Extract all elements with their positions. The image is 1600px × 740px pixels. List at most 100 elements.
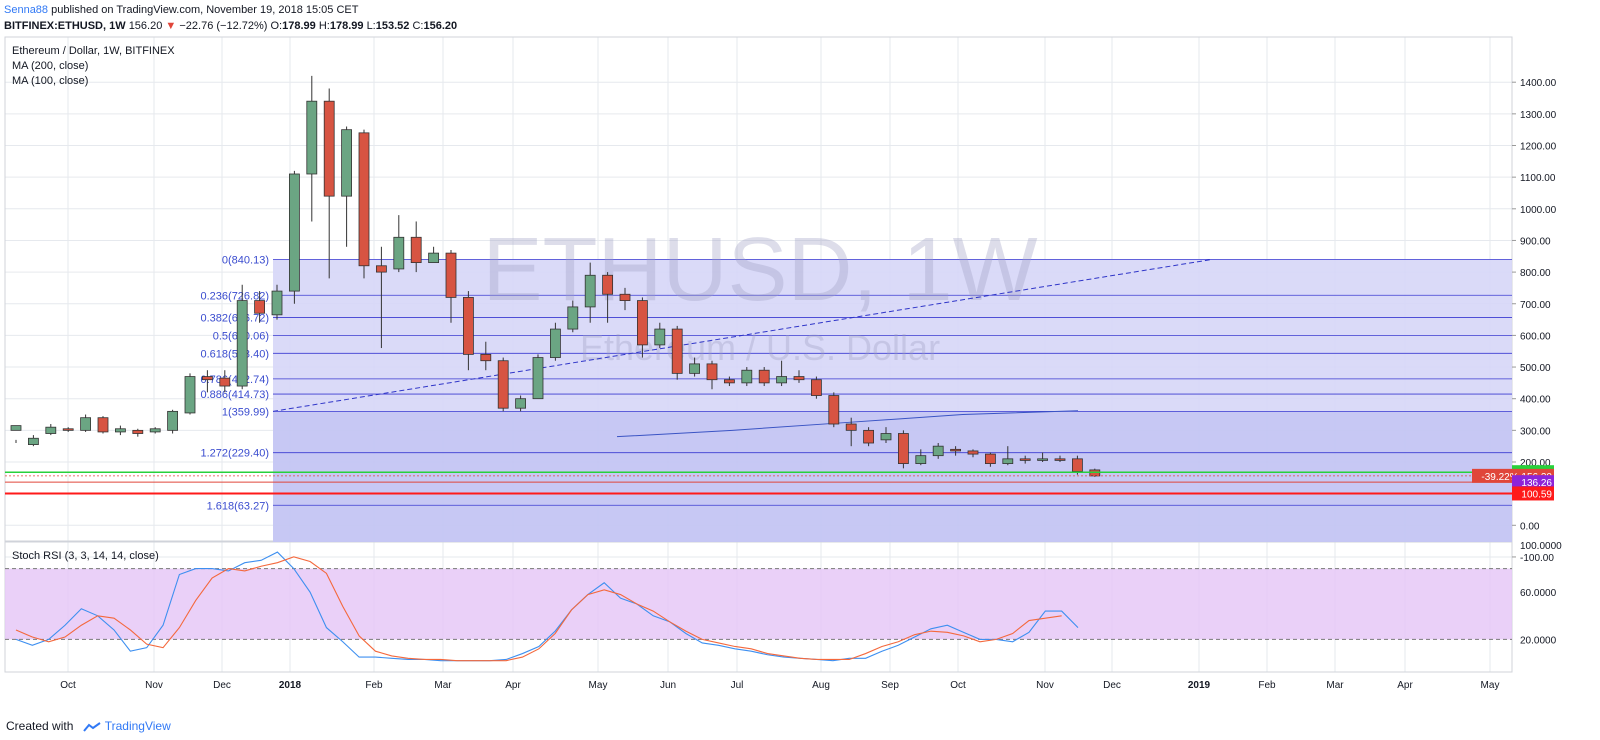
fib-label-5: 0.786(462.74)	[201, 374, 270, 386]
fib-label-0: 0(840.13)	[222, 254, 269, 266]
fibonacci-retracement[interactable]: 0(840.13)0.236(726.82)0.382(656.72)0.5(6…	[201, 254, 1513, 542]
candle-49	[863, 427, 874, 447]
candle-body	[932, 445, 944, 457]
x-tick-3: 2018	[279, 680, 302, 691]
stoch-legend: Stoch RSI (3, 3, 14, 14, close)	[12, 550, 159, 562]
candle-body	[45, 426, 57, 434]
candle-body	[27, 437, 39, 445]
candle-body	[706, 363, 718, 381]
candle-60	[1054, 455, 1066, 462]
candle-46	[811, 376, 822, 399]
stoch-tick-1: 60.0000	[1520, 588, 1557, 599]
last-price: 156.20	[128, 20, 163, 32]
candle-body	[1037, 458, 1048, 461]
x-tick-6: Apr	[505, 680, 521, 691]
candle-body	[97, 417, 109, 433]
candle-20	[358, 129, 370, 279]
candle-body	[845, 423, 857, 431]
fib-label-4: 0.618(543.40)	[201, 348, 270, 360]
legend-0: Ethereum / Dollar, 1W, BITFINEX	[12, 45, 175, 57]
candle-22	[393, 215, 405, 273]
candle-36	[637, 297, 648, 358]
price-tag-bg-2	[1512, 475, 1554, 490]
x-tick-0: Oct	[60, 680, 76, 691]
stoch-line-0	[15, 551, 1079, 662]
candle-25	[445, 249, 457, 323]
candle-13	[236, 284, 248, 390]
candle-body	[271, 290, 283, 316]
candle-body	[341, 129, 353, 197]
candle-11	[201, 370, 213, 393]
fib-label-1: 0.236(726.82)	[201, 290, 270, 302]
candle-53	[932, 443, 944, 459]
candle-15	[271, 284, 283, 320]
candle-body	[741, 369, 753, 384]
fib-label-6: 0.886(414.73)	[201, 389, 270, 401]
candle-body	[480, 353, 492, 362]
candle-body	[236, 300, 248, 387]
stoch-line-1	[15, 556, 1062, 662]
candle-body	[410, 236, 422, 264]
tradingview-link[interactable]: TradingView	[104, 719, 171, 733]
candle-body	[532, 357, 544, 400]
time-axis[interactable]: Oct Nov Dec 2018 Feb Mar Apr May Jun Jul Aug Sep Oct…	[60, 680, 1499, 691]
candle-body	[428, 252, 440, 264]
candle-33	[584, 262, 596, 323]
x-tick-19: May	[1481, 680, 1500, 691]
x-tick-17: Mar	[1326, 680, 1344, 691]
candle-45	[793, 370, 805, 383]
candle-body	[445, 252, 457, 298]
candle-59	[1037, 452, 1048, 462]
candle-8	[149, 427, 161, 434]
close-value: 156.20	[423, 20, 458, 32]
stoch-rsi-pane[interactable]: Stoch RSI (3, 3, 14, 14, close) 100.0000 6…	[5, 541, 1562, 662]
stoch-tick-2: 20.0000	[1520, 635, 1557, 646]
price-axis[interactable]: 1400.00 1300.00 1200.00 1100.00 1000.00 900.0…	[1472, 78, 1557, 564]
fib-zone-lower	[273, 411, 1512, 542]
candle-body	[880, 433, 892, 441]
candle-body	[793, 376, 805, 381]
candle-42	[741, 367, 753, 387]
candle-23	[410, 221, 422, 273]
candle-body	[776, 376, 787, 384]
down-arrow-icon: ▼	[165, 20, 177, 32]
c-label: C:	[412, 20, 424, 32]
trend-line[interactable]	[272, 258, 1213, 412]
candle-body	[497, 360, 509, 409]
candle-14	[254, 291, 266, 323]
x-tick-4: Feb	[365, 680, 383, 691]
candle-body	[915, 455, 927, 464]
x-tick-12: Oct	[950, 680, 966, 691]
candle-body	[828, 395, 840, 425]
candle-body	[201, 376, 213, 381]
candle-body	[149, 428, 161, 433]
candle-body	[219, 377, 231, 387]
candle-body	[10, 425, 22, 431]
candle-body	[358, 132, 370, 267]
candle-body	[323, 100, 335, 197]
y-tick-4: 1000.00	[1520, 205, 1557, 216]
footer: Created with TradingView	[6, 718, 171, 734]
y-tick-10: 400.00	[1520, 395, 1551, 406]
candle-body	[254, 300, 266, 314]
h-label: H:	[318, 20, 330, 32]
x-tick-16: Feb	[1258, 680, 1276, 691]
candle-body	[619, 293, 631, 301]
candle-body	[393, 236, 405, 270]
candle-26	[462, 291, 474, 371]
candle-48	[845, 417, 857, 447]
candle-body	[288, 173, 300, 292]
drawings[interactable]	[272, 258, 1213, 438]
open-value: 178.99	[282, 20, 316, 32]
candle-body	[602, 274, 613, 295]
author-link[interactable]: Senna88	[4, 4, 49, 16]
o-label: O:	[270, 20, 283, 32]
candle-28	[497, 357, 509, 412]
candle-body	[375, 265, 387, 273]
y-tick-1: 1300.00	[1520, 110, 1557, 121]
price-tag-2: 136.26	[1521, 478, 1552, 489]
candle-body	[80, 417, 91, 431]
y-tick-14: -100.00	[1520, 553, 1554, 564]
candle-body	[967, 450, 979, 455]
